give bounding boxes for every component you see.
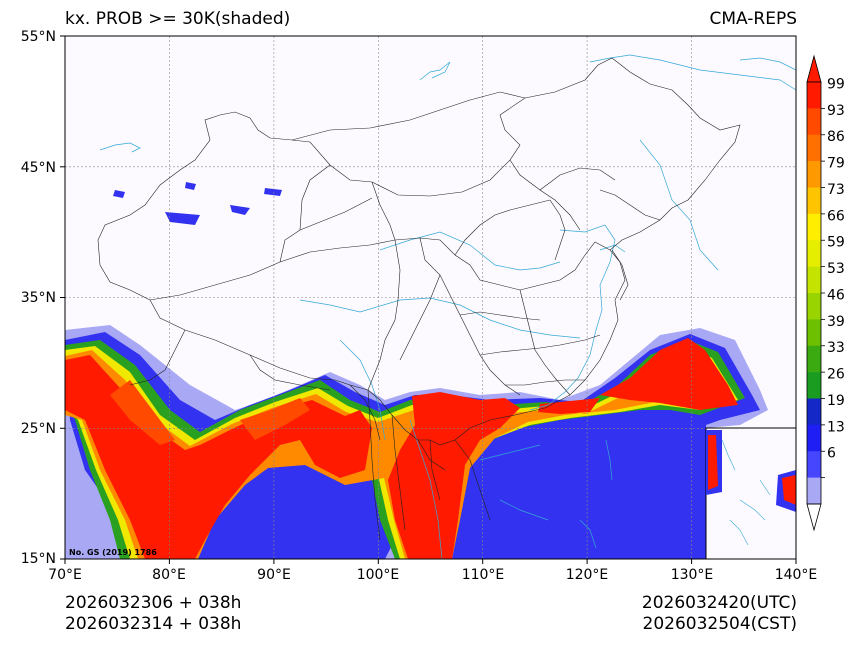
valid-time-cst: 2026032504(CST) bbox=[642, 614, 797, 634]
colorbar-segment bbox=[807, 398, 821, 426]
lon-label-120: 120°E bbox=[565, 567, 609, 583]
lon-label-90: 90°E bbox=[257, 567, 291, 583]
lon-label-80: 80°E bbox=[152, 567, 186, 583]
lat-label-35: 35°N bbox=[20, 290, 56, 306]
model-name: CMA-REPS bbox=[709, 9, 797, 29]
lat-label-15: 15°N bbox=[20, 551, 56, 567]
lon-label-110: 110°E bbox=[461, 567, 505, 583]
lat-label-45: 45°N bbox=[20, 160, 56, 176]
lon-label-140: 140°E bbox=[774, 567, 818, 583]
colorbar-segment bbox=[807, 82, 821, 109]
init-times: 2026032306 + 038h 2026032314 + 038h bbox=[65, 593, 241, 635]
colorbar-segment bbox=[807, 266, 821, 294]
colorbar: 99 93 86 79 73 66 59 53 46 39 33 26 19 13 6 bbox=[806, 54, 845, 532]
init-time-cst: 2026032314 + 038h bbox=[65, 614, 242, 634]
colorbar-segment bbox=[807, 134, 821, 162]
valid-times: 2026032420(UTC) 2026032504(CST) bbox=[642, 593, 797, 635]
colorbar-segment bbox=[807, 372, 821, 399]
lon-label-70: 70°E bbox=[48, 567, 82, 583]
colorbar-tick-label: 39 bbox=[827, 314, 845, 330]
colorbar-segment bbox=[807, 424, 821, 452]
lon-label-100: 100°E bbox=[356, 567, 400, 583]
colorbar-tick-label: 19 bbox=[827, 393, 845, 409]
colorbar-min-arrow bbox=[806, 503, 822, 532]
colorbar-segment bbox=[807, 213, 821, 241]
colorbar-tick-label: 86 bbox=[827, 129, 845, 145]
colorbar-segment bbox=[807, 345, 821, 373]
colorbar-segment bbox=[807, 108, 821, 136]
axis-ticks bbox=[60, 35, 797, 564]
map-title: kx. PROB >= 30K(shaded) bbox=[65, 9, 291, 29]
init-time-utc: 2026032306 + 038h bbox=[65, 593, 242, 613]
colorbar-segment bbox=[807, 187, 821, 215]
colorbar-tick-label: 66 bbox=[827, 208, 845, 224]
colorbar-tick-label: 79 bbox=[827, 156, 845, 172]
map-credit: No. GS (2019) 1786 bbox=[69, 548, 157, 557]
colorbar-tick-label: 46 bbox=[827, 287, 845, 303]
inset-shading bbox=[706, 430, 796, 512]
colorbar-segment bbox=[807, 477, 821, 505]
lat-label-25: 25°N bbox=[20, 421, 56, 437]
colorbar-segment bbox=[807, 451, 821, 478]
colorbar-tick-label: 33 bbox=[827, 340, 845, 356]
valid-time-utc: 2026032420(UTC) bbox=[641, 593, 797, 613]
colorbar-tick-label: 59 bbox=[827, 235, 845, 251]
borders bbox=[97, 57, 741, 541]
colorbar-segment bbox=[807, 319, 821, 347]
lat-label-55: 55°N bbox=[20, 29, 56, 45]
lon-label-130: 130°E bbox=[670, 567, 714, 583]
colorbar-segment bbox=[807, 161, 821, 188]
colorbar-tick-label: 73 bbox=[827, 182, 845, 198]
colorbar-tick-label: 99 bbox=[827, 76, 845, 92]
colorbar-segment bbox=[807, 293, 821, 320]
graticule bbox=[65, 36, 796, 559]
colorbar-tick-label: 93 bbox=[827, 103, 845, 119]
colorbar-tick-label: 13 bbox=[827, 419, 845, 435]
colorbar-tick-label: 6 bbox=[827, 446, 836, 462]
colorbar-max-arrow bbox=[806, 54, 822, 83]
colorbar-segment bbox=[807, 240, 821, 267]
colorbar-tick-label: 26 bbox=[827, 367, 845, 383]
colorbar-tick-label: 53 bbox=[827, 261, 845, 277]
